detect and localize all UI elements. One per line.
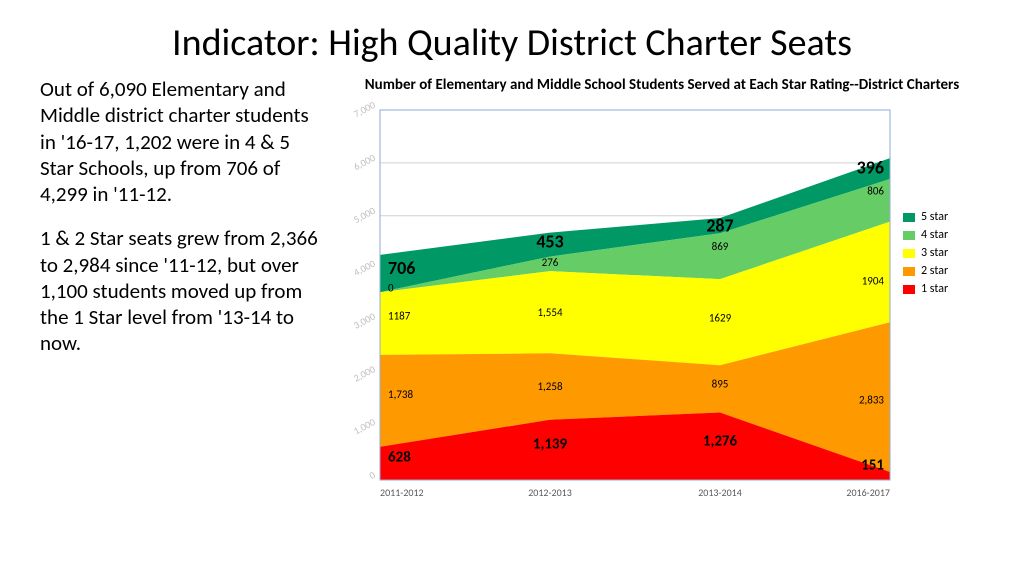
legend-item: 4 star — [903, 228, 948, 242]
legend-swatch — [903, 249, 915, 258]
svg-text:5,000: 5,000 — [351, 204, 377, 226]
svg-text:7,000: 7,000 — [351, 100, 377, 120]
svg-text:276: 276 — [542, 256, 559, 269]
page-title: Indicator: High Quality District Charter… — [40, 20, 984, 66]
svg-text:895: 895 — [712, 378, 729, 391]
svg-text:2011-2012: 2011-2012 — [380, 486, 424, 499]
svg-text:453: 453 — [536, 230, 563, 252]
svg-text:4,000: 4,000 — [351, 257, 377, 279]
legend-label: 5 star — [921, 210, 948, 224]
chart-column: Number of Elementary and Middle School S… — [340, 76, 984, 510]
svg-text:2013-2014: 2013-2014 — [698, 486, 742, 499]
svg-text:1629: 1629 — [709, 311, 732, 324]
svg-text:1,276: 1,276 — [703, 433, 738, 451]
legend-item: 1 star — [903, 282, 948, 296]
body-row: Out of 6,090 Elementary and Middle distr… — [40, 76, 984, 510]
svg-text:1,139: 1,139 — [533, 435, 568, 453]
svg-text:628: 628 — [388, 449, 411, 467]
legend-swatch — [903, 267, 915, 276]
paragraph-2: 1 & 2 Star seats grew from 2,366 to 2,98… — [40, 225, 320, 356]
paragraph-1: Out of 6,090 Elementary and Middle distr… — [40, 76, 320, 207]
svg-text:1904: 1904 — [862, 274, 885, 287]
text-column: Out of 6,090 Elementary and Middle distr… — [40, 76, 320, 510]
legend-label: 4 star — [921, 228, 948, 242]
svg-text:1,258: 1,258 — [537, 380, 562, 393]
svg-text:287: 287 — [706, 215, 733, 237]
svg-text:806: 806 — [867, 185, 884, 198]
svg-text:3,000: 3,000 — [351, 310, 377, 332]
svg-text:1187: 1187 — [388, 309, 411, 322]
chart-legend: 5 star 4 star 3 star 2 star 1 star — [903, 210, 948, 510]
svg-text:1,000: 1,000 — [351, 415, 377, 437]
svg-text:0: 0 — [367, 468, 378, 482]
svg-text:1,738: 1,738 — [388, 388, 413, 401]
chart-row: 0 1,000 2,000 3,000 4,000 5,000 6,000 7,000 2011… — [340, 100, 984, 510]
legend-swatch — [903, 231, 915, 240]
svg-text:1,554: 1,554 — [537, 306, 562, 319]
slide: Indicator: High Quality District Charter… — [0, 0, 1024, 576]
legend-label: 2 star — [921, 264, 948, 278]
svg-text:6,000: 6,000 — [351, 151, 377, 173]
legend-label: 3 star — [921, 246, 948, 260]
svg-text:869: 869 — [712, 240, 729, 253]
legend-swatch — [903, 285, 915, 294]
svg-text:2,833: 2,833 — [859, 393, 884, 406]
chart-title: Number of Elementary and Middle School S… — [340, 76, 984, 94]
svg-text:2016-2017: 2016-2017 — [846, 486, 890, 499]
svg-text:0: 0 — [388, 281, 394, 294]
legend-item: 5 star — [903, 210, 948, 224]
area-chart-svg: 0 1,000 2,000 3,000 4,000 5,000 6,000 7,000 2011… — [340, 100, 895, 505]
svg-text:2012-2013: 2012-2013 — [528, 486, 572, 499]
svg-text:706: 706 — [388, 257, 415, 279]
legend-item: 2 star — [903, 264, 948, 278]
chart-plot: 0 1,000 2,000 3,000 4,000 5,000 6,000 7,000 2011… — [340, 100, 895, 510]
legend-swatch — [903, 213, 915, 222]
legend-label: 1 star — [921, 282, 948, 296]
svg-text:151: 151 — [861, 456, 884, 474]
svg-text:2,000: 2,000 — [351, 362, 377, 384]
svg-text:396: 396 — [857, 156, 884, 178]
legend-item: 3 star — [903, 246, 948, 260]
